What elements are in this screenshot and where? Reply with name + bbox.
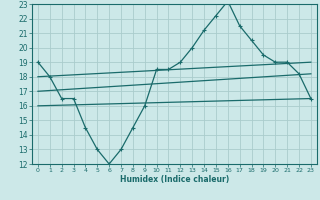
X-axis label: Humidex (Indice chaleur): Humidex (Indice chaleur) (120, 175, 229, 184)
